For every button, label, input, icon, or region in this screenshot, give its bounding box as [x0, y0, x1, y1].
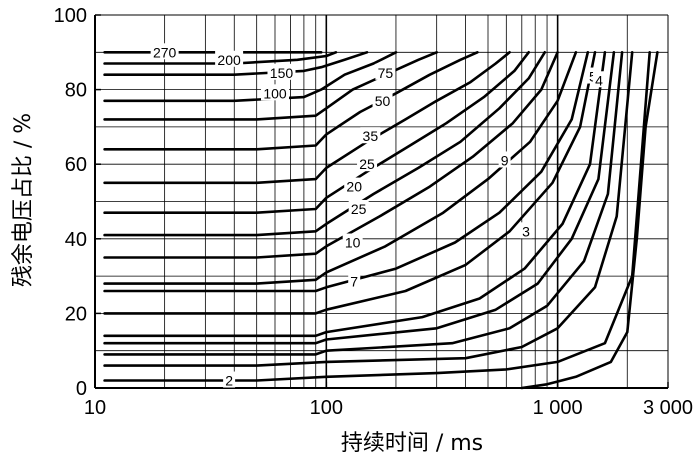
curve-label-bg [348, 199, 369, 216]
curve-25-7 [103, 51, 530, 214]
y-tick-label: 20 [65, 303, 87, 325]
curve-20-8 [103, 51, 547, 237]
curve-unlabeled-18 [520, 51, 659, 390]
curve-label: 25 [351, 201, 367, 217]
x-tick-label: 1 000 [533, 397, 583, 419]
curve-label-bg [344, 177, 365, 194]
curve-label: 7 [350, 274, 358, 290]
curve-label-bg [223, 371, 236, 388]
curve-50-5 [103, 51, 479, 151]
curve-label: 2 [225, 373, 233, 389]
curve-2-17 [103, 51, 651, 382]
curve-9-12 [103, 51, 597, 315]
curve-label: 10 [345, 235, 361, 251]
curve-200-1 [103, 51, 338, 65]
x-tick-label: 100 [310, 397, 343, 419]
y-tick-label: 40 [65, 229, 87, 251]
curve-label: 3 [522, 223, 530, 239]
curve-label-bg [498, 151, 511, 168]
x-tick-label: 10 [84, 397, 106, 419]
curve-label-bg [260, 84, 289, 101]
curve-4-15 [103, 51, 624, 356]
x-tick-label: 3 000 [643, 397, 693, 419]
curve-label-bg [348, 272, 361, 289]
axes: 0 20 40 60 80 100 10 100 1 000 3 000 [54, 5, 693, 419]
curve-label-bg [150, 43, 179, 60]
curve-75-4 [103, 51, 438, 121]
y-axis-label: 残余电压占比 / % [11, 113, 36, 287]
curve-label: 100 [263, 85, 287, 101]
curve-label-bg [593, 71, 606, 88]
curve-label: 5 [589, 69, 597, 85]
curve-label-bg [520, 222, 533, 239]
curve-label-bg [357, 155, 378, 172]
curve-5-14 [103, 51, 616, 345]
curve-label: 20 [346, 179, 362, 195]
x-axis-label: 持续时间 / ms [341, 431, 483, 456]
curve-label: 270 [153, 44, 177, 60]
curve-label: 9 [501, 152, 509, 168]
curve-label: 200 [217, 52, 241, 68]
curve-10-10 [103, 51, 578, 285]
y-tick-label: 100 [54, 5, 87, 27]
curve-3-13 [103, 51, 607, 338]
curve-label: 25 [359, 156, 375, 172]
y-tick-label: 0 [76, 378, 87, 400]
curve-label-bg [372, 91, 393, 108]
curve-label-bg [342, 233, 363, 250]
curve-label-bg [375, 63, 396, 80]
curve-7-11 [103, 51, 590, 293]
curve-150-2 [103, 51, 369, 76]
curve-label: 50 [375, 93, 391, 109]
curve-label: 4 [595, 72, 603, 88]
curve-35-6 [103, 51, 511, 185]
curve-100-3 [103, 51, 398, 103]
curves [103, 51, 659, 390]
curve-25-9 [103, 51, 559, 259]
curve-label-bg [360, 127, 381, 144]
curve-label-bg [267, 63, 296, 80]
y-tick-label: 60 [65, 154, 87, 176]
curve-unlabeled-16 [103, 51, 634, 367]
y-tick-label: 80 [65, 80, 87, 102]
curve-label-bg [215, 50, 244, 67]
curve-label: 75 [378, 65, 394, 81]
curve-label: 35 [363, 128, 379, 144]
curve-label: 150 [270, 65, 294, 81]
